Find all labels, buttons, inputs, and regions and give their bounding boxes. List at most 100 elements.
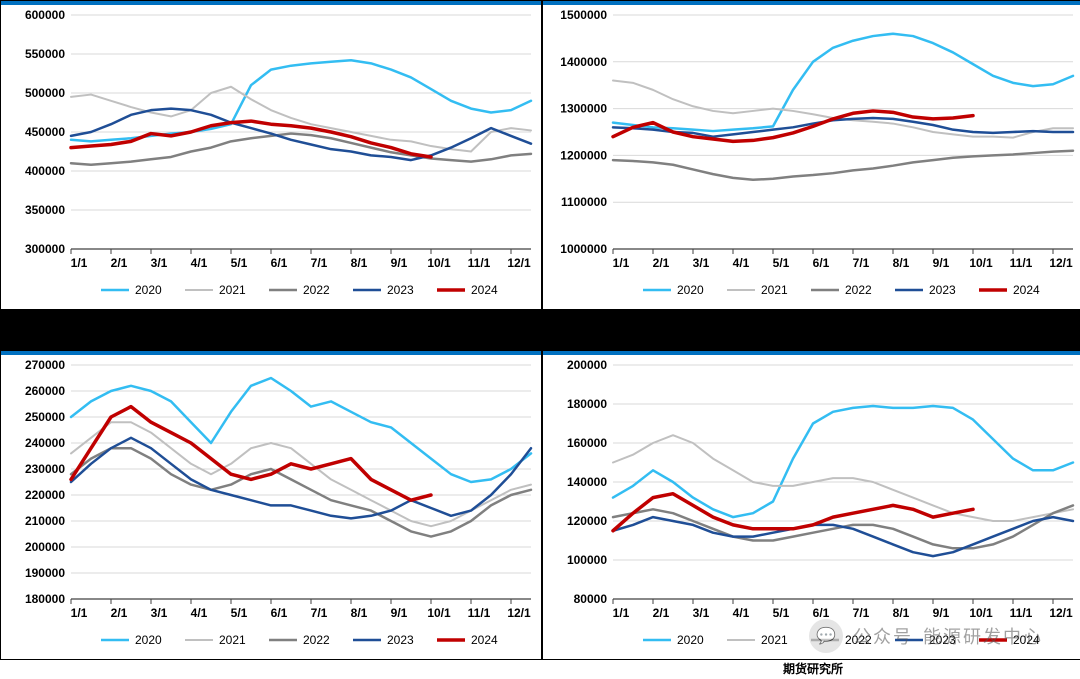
- svg-text:200000: 200000: [25, 540, 65, 554]
- svg-text:2024: 2024: [471, 283, 498, 297]
- svg-text:5/1: 5/1: [231, 606, 248, 620]
- svg-text:2021: 2021: [219, 283, 246, 297]
- footer-text: 期货研究所: [783, 660, 843, 677]
- svg-text:250000: 250000: [25, 410, 65, 424]
- svg-text:100000: 100000: [567, 553, 607, 567]
- svg-text:9/1: 9/1: [933, 256, 950, 270]
- svg-text:7/1: 7/1: [311, 606, 328, 620]
- svg-text:2020: 2020: [135, 633, 162, 647]
- svg-text:80000: 80000: [574, 592, 608, 606]
- svg-text:180000: 180000: [25, 592, 65, 606]
- svg-text:10/1: 10/1: [969, 256, 993, 270]
- svg-text:2024: 2024: [1013, 283, 1040, 297]
- svg-text:9/1: 9/1: [391, 256, 408, 270]
- svg-text:6/1: 6/1: [813, 256, 830, 270]
- svg-text:6/1: 6/1: [813, 606, 830, 620]
- svg-text:180000: 180000: [567, 397, 607, 411]
- svg-text:8/1: 8/1: [893, 256, 910, 270]
- svg-text:12/1: 12/1: [1049, 256, 1073, 270]
- svg-text:2021: 2021: [761, 633, 788, 647]
- svg-text:450000: 450000: [25, 125, 65, 139]
- svg-text:4/1: 4/1: [733, 606, 750, 620]
- svg-text:2024: 2024: [1013, 633, 1040, 647]
- svg-text:2022: 2022: [845, 283, 872, 297]
- svg-text:9/1: 9/1: [933, 606, 950, 620]
- svg-text:10/1: 10/1: [969, 606, 993, 620]
- svg-text:2020: 2020: [677, 633, 704, 647]
- svg-text:120000: 120000: [567, 514, 607, 528]
- svg-text:10/1: 10/1: [427, 256, 451, 270]
- svg-text:8/1: 8/1: [351, 256, 368, 270]
- svg-text:1/1: 1/1: [71, 256, 88, 270]
- svg-text:10/1: 10/1: [427, 606, 451, 620]
- svg-text:12/1: 12/1: [1049, 606, 1073, 620]
- svg-text:2023: 2023: [387, 633, 414, 647]
- svg-text:8/1: 8/1: [893, 606, 910, 620]
- svg-text:9/1: 9/1: [391, 606, 408, 620]
- svg-text:1000000: 1000000: [560, 242, 607, 256]
- svg-text:2023: 2023: [387, 283, 414, 297]
- svg-text:1200000: 1200000: [560, 148, 607, 162]
- svg-text:500000: 500000: [25, 86, 65, 100]
- svg-text:3/1: 3/1: [693, 256, 710, 270]
- svg-text:140000: 140000: [567, 475, 607, 489]
- svg-text:220000: 220000: [25, 488, 65, 502]
- svg-text:1/1: 1/1: [613, 256, 630, 270]
- svg-text:5/1: 5/1: [231, 256, 248, 270]
- svg-text:2021: 2021: [761, 283, 788, 297]
- svg-text:400000: 400000: [25, 164, 65, 178]
- svg-text:7/1: 7/1: [311, 256, 328, 270]
- svg-text:230000: 230000: [25, 462, 65, 476]
- svg-text:11/1: 11/1: [1010, 256, 1033, 270]
- svg-text:6/1: 6/1: [271, 606, 288, 620]
- chart-grid: 300000 350000 400000 450000 500000 550000 6000…: [0, 0, 1080, 660]
- svg-text:1400000: 1400000: [560, 55, 607, 69]
- svg-text:2/1: 2/1: [653, 606, 670, 620]
- separator-band: [0, 310, 1080, 350]
- svg-text:2023: 2023: [929, 633, 956, 647]
- svg-text:1300000: 1300000: [560, 102, 607, 116]
- svg-text:1500000: 1500000: [560, 8, 607, 22]
- svg-text:2020: 2020: [677, 283, 704, 297]
- svg-text:2021: 2021: [219, 633, 246, 647]
- svg-text:1/1: 1/1: [71, 606, 88, 620]
- svg-text:11/1: 11/1: [468, 256, 491, 270]
- svg-text:2022: 2022: [303, 283, 330, 297]
- svg-text:7/1: 7/1: [853, 606, 870, 620]
- svg-text:4/1: 4/1: [191, 256, 208, 270]
- svg-text:200000: 200000: [567, 358, 607, 372]
- svg-text:350000: 350000: [25, 203, 65, 217]
- chart-svg-tl: 300000 350000 400000 450000 500000 550000 6000…: [1, 1, 541, 309]
- svg-text:160000: 160000: [567, 436, 607, 450]
- chart-panel-top-right: 1000000 1100000 1200000 1300000 1400000 15000…: [542, 0, 1080, 310]
- svg-text:4/1: 4/1: [191, 606, 208, 620]
- chart-svg-br: 80000 100000 120000 140000 160000 180000 20000…: [543, 351, 1080, 659]
- svg-text:2023: 2023: [929, 283, 956, 297]
- chart-svg-bl: 1800001900002000002100002200002300002400…: [1, 351, 541, 659]
- svg-text:5/1: 5/1: [773, 256, 790, 270]
- chart-panel-top-left: 300000 350000 400000 450000 500000 550000 6000…: [0, 0, 542, 310]
- svg-text:270000: 270000: [25, 358, 65, 372]
- svg-text:1100000: 1100000: [561, 195, 607, 209]
- svg-text:4/1: 4/1: [733, 256, 750, 270]
- svg-text:7/1: 7/1: [853, 256, 870, 270]
- svg-text:2/1: 2/1: [653, 256, 670, 270]
- svg-text:6/1: 6/1: [271, 256, 288, 270]
- svg-text:12/1: 12/1: [507, 606, 531, 620]
- svg-text:2022: 2022: [303, 633, 330, 647]
- svg-text:190000: 190000: [25, 566, 65, 580]
- chart-panel-bottom-right: 80000 100000 120000 140000 160000 180000 20000…: [542, 350, 1080, 660]
- svg-text:2020: 2020: [135, 283, 162, 297]
- svg-text:600000: 600000: [25, 8, 65, 22]
- svg-text:11/1: 11/1: [468, 606, 491, 620]
- svg-text:3/1: 3/1: [151, 256, 168, 270]
- svg-text:2/1: 2/1: [111, 256, 128, 270]
- svg-text:300000: 300000: [25, 242, 65, 256]
- svg-text:12/1: 12/1: [507, 256, 531, 270]
- svg-text:550000: 550000: [25, 47, 65, 61]
- svg-text:2/1: 2/1: [111, 606, 128, 620]
- svg-text:8/1: 8/1: [351, 606, 368, 620]
- svg-text:2022: 2022: [845, 633, 872, 647]
- svg-text:210000: 210000: [25, 514, 65, 528]
- svg-text:3/1: 3/1: [693, 606, 710, 620]
